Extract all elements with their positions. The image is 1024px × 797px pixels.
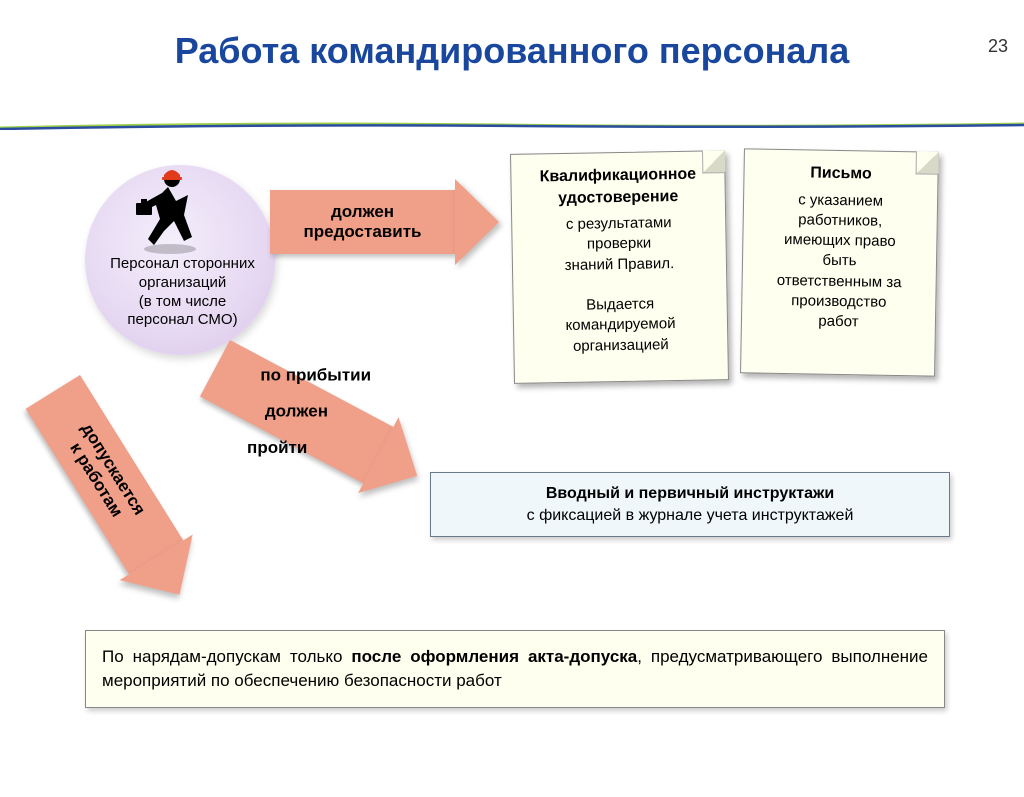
instruction-bar: Вводный и первичный инструктажи с фиксац… bbox=[430, 472, 950, 537]
divider-line bbox=[0, 122, 1024, 130]
circle-line4: персонал СМО) bbox=[127, 311, 237, 328]
doc1-body-l2: проверки bbox=[587, 235, 652, 253]
arrow2-line3: пройти bbox=[222, 437, 333, 457]
circle-line2: организаций bbox=[139, 274, 226, 291]
instr-rest: с фиксацией в журнале учета инструктажей bbox=[527, 507, 854, 524]
circle-label: Персонал сторонних организаций (в том чи… bbox=[95, 255, 270, 330]
page-title: Работа командированного персонала bbox=[0, 30, 1024, 72]
doc2-body-l4: быть bbox=[822, 252, 856, 270]
doc-letter: Письмо с указанием работников, имеющих п… bbox=[740, 148, 939, 376]
doc2-title: Письмо bbox=[810, 164, 872, 182]
circle-line1: Персонал сторонних bbox=[110, 255, 255, 272]
doc1-body-l6: организацией bbox=[573, 336, 669, 355]
instr-bold: Вводный и первичный инструктажи bbox=[546, 485, 834, 502]
page-number: 23 bbox=[988, 36, 1008, 57]
bottom-b1: после оформления акта-допуска bbox=[351, 647, 637, 666]
doc1-body-l4: Выдается bbox=[586, 296, 654, 314]
circle-line3: (в том числе bbox=[139, 293, 226, 310]
bottom-t1: По нарядам-допускам только bbox=[102, 647, 351, 666]
bottom-bar: По нарядам-допускам только после оформле… bbox=[85, 630, 945, 708]
doc2-body-l6: производство bbox=[791, 292, 886, 311]
arrow1-line1: должен bbox=[331, 202, 394, 221]
doc1-body-l3: знаний Правил. bbox=[565, 255, 675, 274]
doc2-body-l7: работ bbox=[818, 313, 858, 331]
doc2-body-l5: ответственным за bbox=[777, 272, 902, 291]
arrow2-line1: по прибытии bbox=[260, 365, 371, 385]
doc1-title-l2: удостоверение bbox=[558, 188, 678, 207]
doc2-body-l1: с указанием bbox=[798, 191, 883, 209]
arrow1-line2: предоставить bbox=[304, 222, 422, 241]
arrow2-line2: должен bbox=[241, 401, 352, 421]
doc1-title-l1: Квалификационное bbox=[540, 166, 697, 186]
doc1-body-l5: командируемой bbox=[565, 315, 675, 334]
doc2-body-l2: работников, bbox=[798, 211, 882, 229]
doc1-body-l1: с результатами bbox=[566, 214, 672, 233]
doc2-body-l3: имеющих право bbox=[784, 231, 896, 250]
running-worker-icon bbox=[130, 165, 210, 255]
doc-qualification: Квалификационное удостоверение с результ… bbox=[510, 150, 729, 384]
